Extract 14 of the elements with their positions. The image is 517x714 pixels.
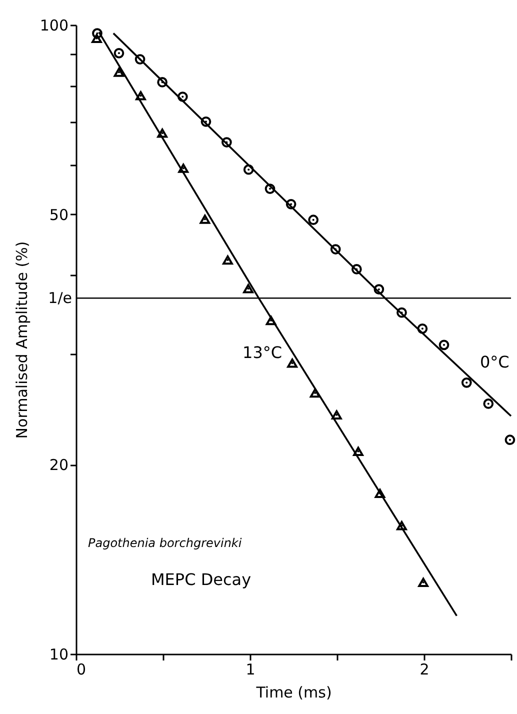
x-tick-label: 0 — [76, 660, 86, 678]
series-label: 13°C — [242, 343, 282, 362]
y-tick-label: 20 — [49, 456, 68, 474]
annotation: MEPC Decay — [151, 570, 252, 589]
series-label: 0°C — [480, 352, 510, 372]
x-tick-label: 2 — [420, 660, 430, 678]
y-tick-label: 50 — [49, 206, 68, 224]
x-tick-label: 1 — [246, 660, 256, 678]
y-tick-label: 100 — [40, 16, 68, 34]
x-axis-title: Time (ms) — [255, 684, 332, 702]
ref-line-label: 1/e — [48, 289, 72, 308]
y-axis-title: Normalised Amplitude (%) — [12, 241, 31, 439]
y-tick-label: 10 — [49, 646, 68, 664]
annotation: Pagothenia borchgrevinki — [88, 536, 242, 550]
